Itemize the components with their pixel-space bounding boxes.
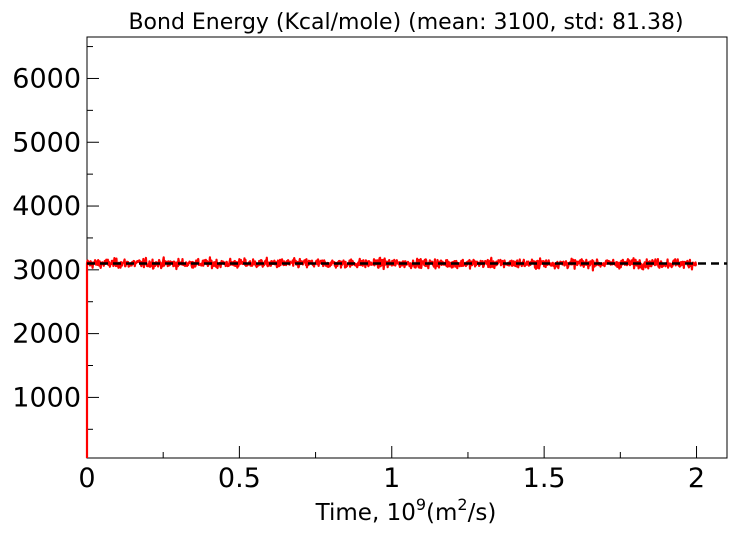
x-axis-label-exponent: 9 — [416, 495, 426, 514]
x-tick-label: 1 — [383, 463, 400, 494]
x-axis-label-unit-open: (m — [426, 500, 457, 526]
y-tick-label: 6000 — [12, 63, 81, 94]
y-tick-label: 5000 — [12, 127, 81, 158]
x-axis-label-unit-close: /s) — [468, 500, 497, 526]
y-tick-label: 4000 — [12, 191, 81, 222]
x-axis-label-unit-exponent: 2 — [457, 495, 467, 514]
plot-area: 0 0.5 1 1.5 2 1000 2000 3000 4000 5000 6000 — [12, 36, 728, 494]
x-tick-label: 0.5 — [218, 463, 261, 494]
y-tick-label: 1000 — [12, 382, 81, 413]
y-tick-label: 3000 — [12, 255, 81, 286]
chart-title: Bond Energy (Kcal/mole) (mean: 3100, std… — [128, 10, 683, 35]
plot-frame — [86, 36, 728, 459]
x-tick-label: 2 — [688, 463, 705, 494]
x-tick-label: 0 — [78, 463, 95, 494]
y-tick-label: 2000 — [12, 319, 81, 350]
x-tick-label: 1.5 — [523, 463, 566, 494]
x-axis-label: Time, 109(m2/s) — [315, 495, 497, 526]
x-axis-label-main: Time, 10 — [315, 500, 416, 526]
energy-series-line — [85, 256, 698, 458]
